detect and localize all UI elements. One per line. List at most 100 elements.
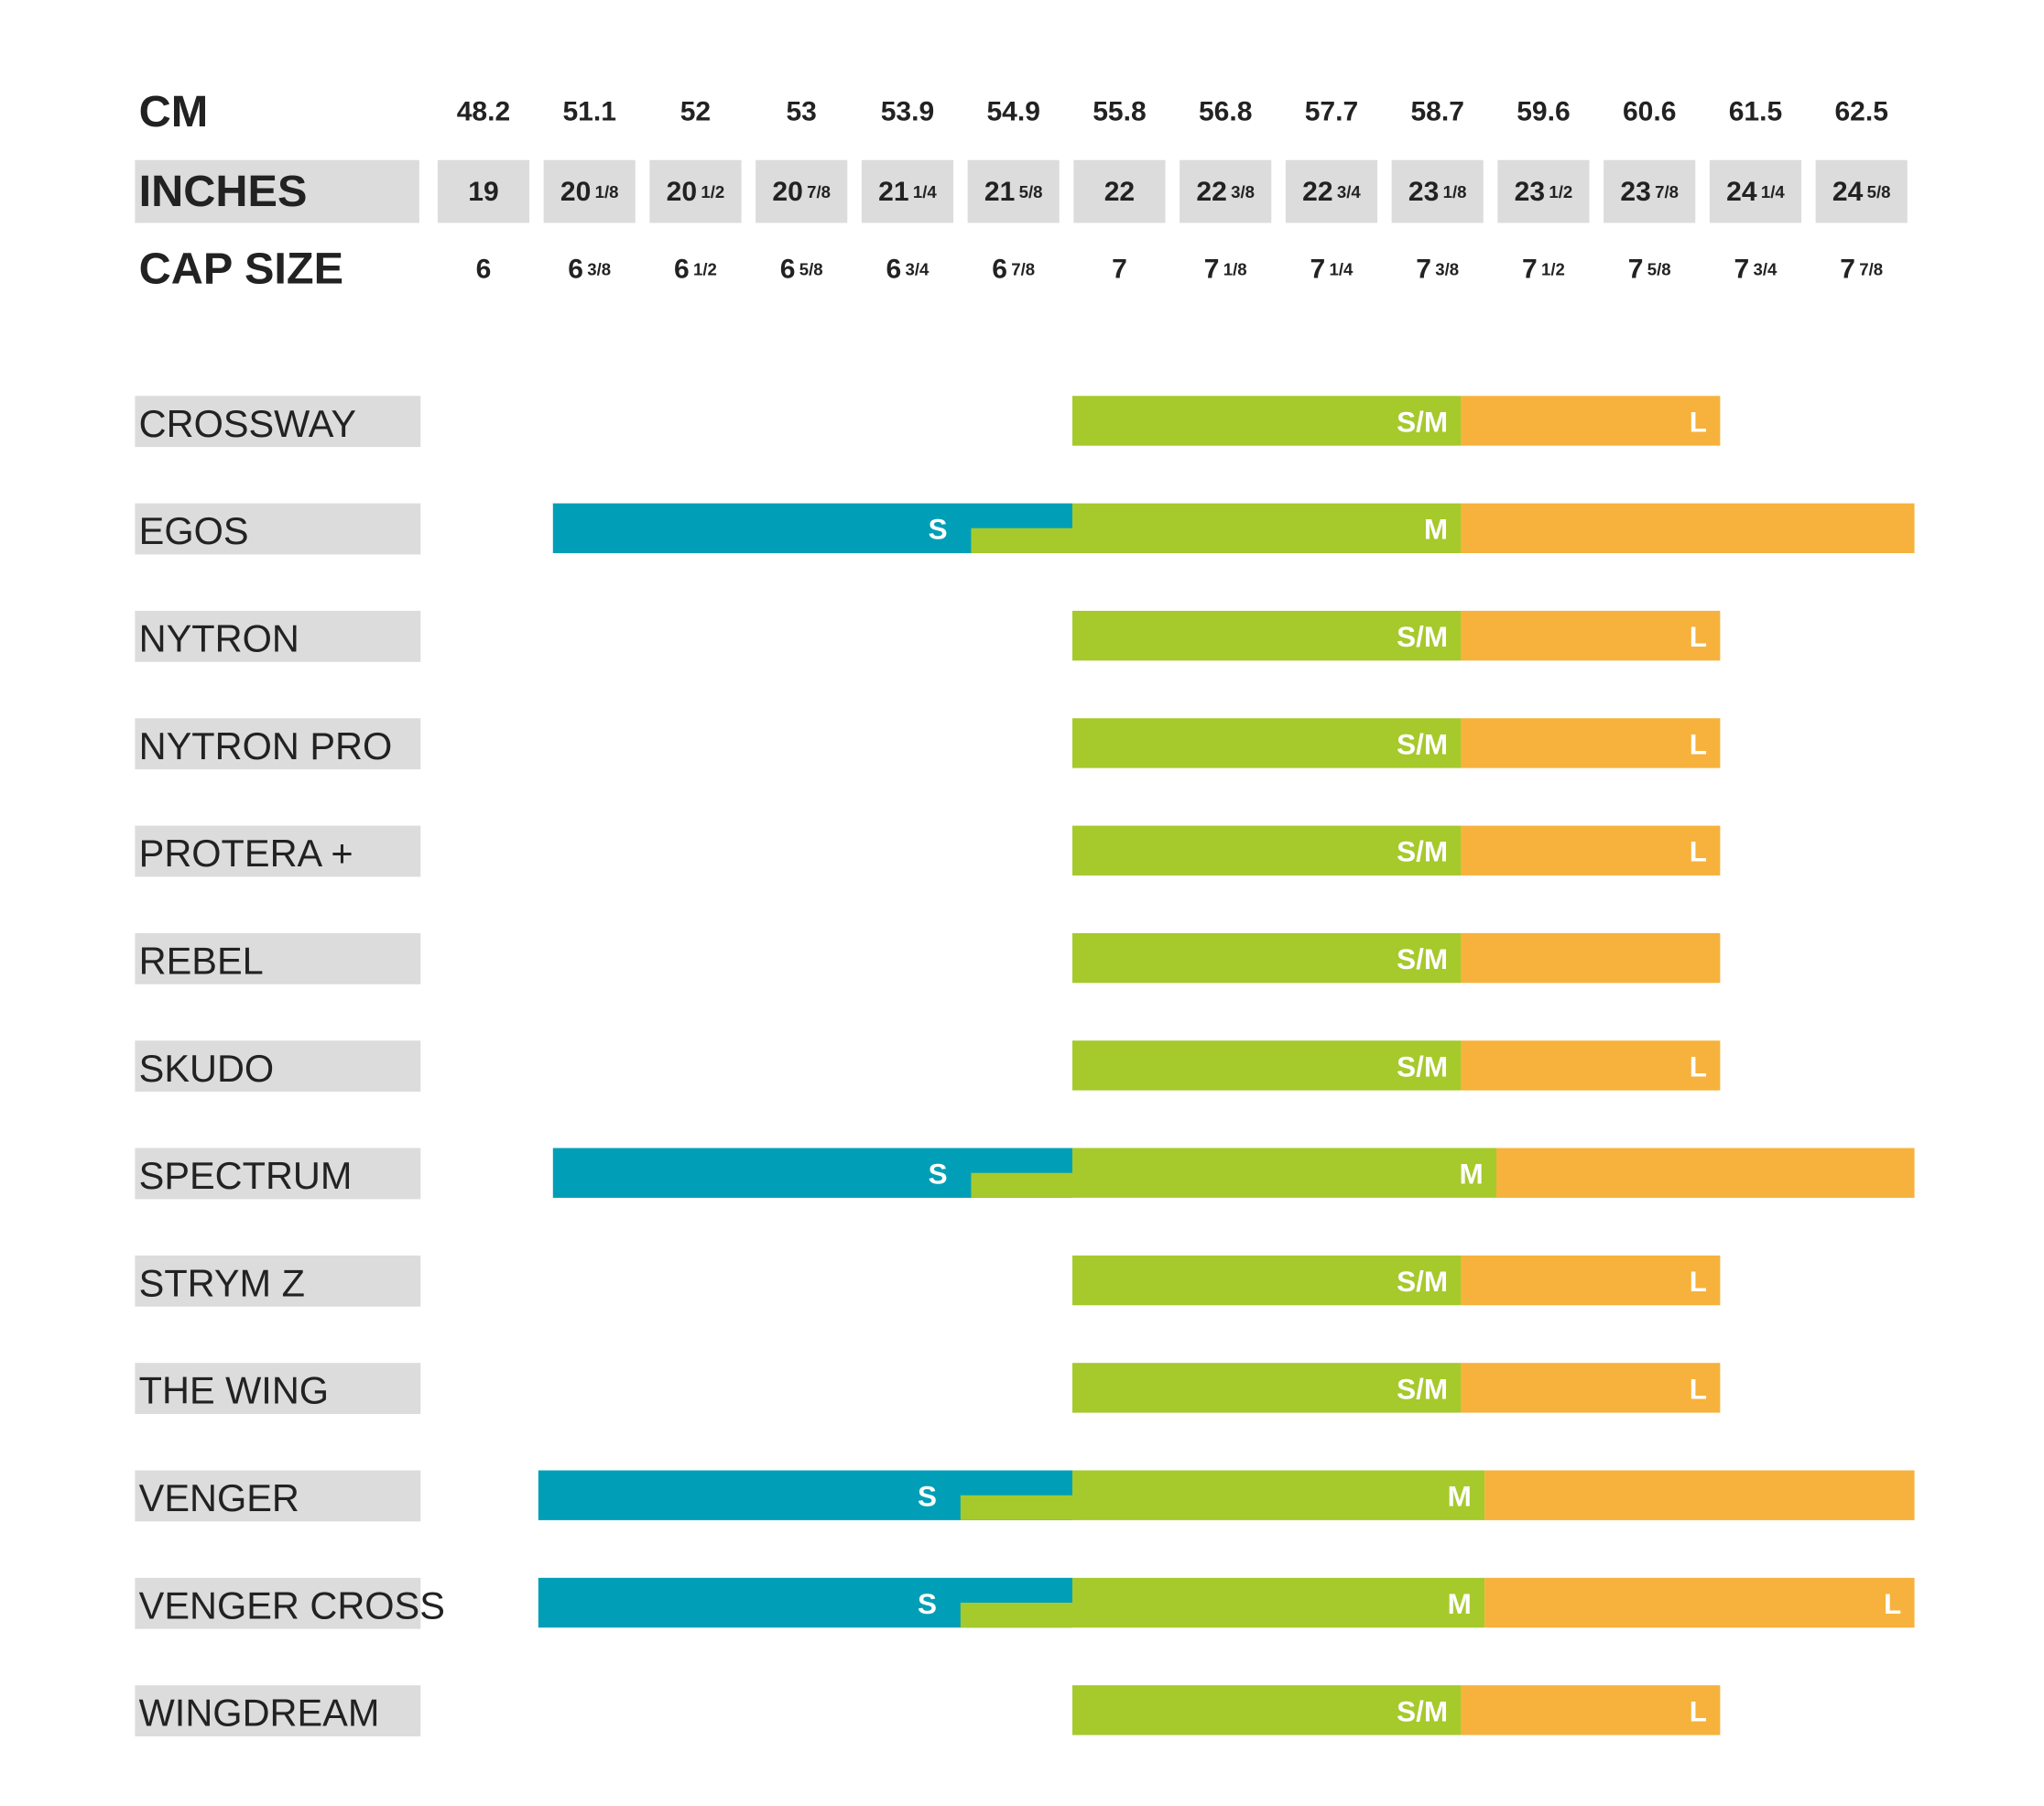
- cm-value: 51.1: [562, 96, 615, 126]
- size-label: L: [1690, 1050, 1707, 1083]
- value-box: [861, 159, 954, 223]
- whole: 7: [1522, 254, 1538, 284]
- fraction: 7/8: [1859, 259, 1883, 278]
- size-label: S/M: [1397, 1373, 1448, 1405]
- size-value: 24 1/4: [1726, 177, 1785, 207]
- cm-value: 54.9: [986, 96, 1039, 126]
- fraction: 5/8: [1867, 182, 1891, 201]
- whole: 6: [568, 254, 583, 284]
- fraction: 3/4: [906, 259, 930, 278]
- size-label: S: [918, 1588, 937, 1620]
- whole: 6: [992, 254, 1007, 284]
- cm-value: 57.7: [1305, 96, 1358, 126]
- size-label: S/M: [1397, 1050, 1448, 1083]
- size-bar: [1072, 825, 1462, 876]
- whole: 22: [1302, 177, 1332, 207]
- whole: 7: [1628, 254, 1644, 284]
- whole: 6: [674, 254, 690, 284]
- cm-value: 62.5: [1834, 96, 1887, 126]
- whole: 6: [476, 254, 492, 284]
- size-label: L: [1690, 1695, 1707, 1727]
- size-bar: [1461, 396, 1721, 446]
- size-value: 7 3/4: [1734, 254, 1778, 284]
- cm-value: 55.8: [1093, 96, 1146, 126]
- size-bar: [1072, 932, 1462, 984]
- size-bar: [1484, 1470, 1915, 1520]
- fraction: 1/8: [1223, 259, 1247, 278]
- size-value: 23 1/2: [1515, 177, 1573, 207]
- size-value: 7 1/4: [1310, 254, 1354, 284]
- cm-value: 48.2: [457, 96, 510, 126]
- size-bar: [1072, 718, 1462, 768]
- size-label: L: [1690, 728, 1707, 760]
- size-label: L: [1884, 1588, 1901, 1620]
- size-value: 6 3/8: [568, 254, 611, 284]
- size-label: M: [1448, 1481, 1472, 1513]
- whole: 23: [1408, 177, 1439, 207]
- fraction: 1/4: [1761, 182, 1786, 201]
- size-bar: [1072, 610, 1462, 661]
- product-name: PROTERA +: [139, 832, 353, 875]
- fraction: 3/8: [587, 259, 611, 278]
- size-label: L: [1690, 1266, 1707, 1298]
- size-value: 22 3/8: [1196, 177, 1255, 207]
- size-value: 7: [1112, 254, 1127, 284]
- fraction: 1/8: [1443, 182, 1467, 201]
- fraction: 1/2: [1549, 182, 1572, 201]
- size-value: 20 7/8: [772, 177, 831, 207]
- size-value: 22: [1104, 177, 1135, 207]
- product-name: EGOS: [139, 509, 249, 552]
- size-label: S: [918, 1481, 937, 1513]
- fraction: 1/2: [693, 259, 717, 278]
- label-box: [135, 396, 421, 448]
- whole: 20: [560, 177, 591, 207]
- label-box: [135, 932, 421, 985]
- size-bar: [1461, 1363, 1721, 1413]
- size-bar: [971, 1148, 1497, 1198]
- size-bar: [1461, 718, 1721, 768]
- size-value: 6 3/4: [886, 254, 930, 284]
- product-name: SPECTRUM: [139, 1154, 353, 1197]
- size-label: S/M: [1397, 621, 1448, 653]
- label-box: [135, 1040, 421, 1093]
- fraction: 1/8: [595, 182, 619, 201]
- value-box: [756, 159, 848, 223]
- size-label: S: [929, 1159, 948, 1191]
- product-name: THE WING: [139, 1369, 329, 1412]
- size-label: S/M: [1397, 836, 1448, 868]
- whole: 7: [1416, 254, 1431, 284]
- fraction: 3/8: [1435, 259, 1459, 278]
- cm-value: 61.5: [1729, 96, 1782, 126]
- size-bar: [1072, 1040, 1462, 1091]
- whole: 24: [1726, 177, 1757, 207]
- size-bar: [1072, 1685, 1462, 1735]
- size-value: 7 7/8: [1840, 254, 1883, 284]
- size-bar: [1461, 1255, 1721, 1306]
- size-bar: [1484, 1577, 1915, 1628]
- size-value: 20 1/2: [667, 177, 725, 207]
- size-label: L: [1690, 621, 1707, 653]
- value-box: [543, 159, 636, 223]
- size-value: 23 1/8: [1408, 177, 1467, 207]
- size-value: 7 5/8: [1628, 254, 1671, 284]
- product-name: WINGDREAM: [139, 1692, 380, 1735]
- size-value: 21 1/4: [878, 177, 937, 207]
- fraction: 3/4: [1337, 182, 1362, 201]
- label-box: [135, 159, 419, 223]
- value-box: [1073, 159, 1166, 223]
- size-value: 7 1/8: [1204, 254, 1247, 284]
- whole: 7: [1204, 254, 1220, 284]
- size-value: 24 5/8: [1832, 177, 1891, 207]
- whole: 21: [878, 177, 908, 207]
- value-box: [967, 159, 1060, 223]
- fraction: 7/8: [807, 182, 831, 201]
- size-value: 23 7/8: [1620, 177, 1679, 207]
- product-name: VENGER CROSS: [139, 1583, 445, 1626]
- value-box: [1709, 159, 1802, 223]
- cm-value: 59.6: [1517, 96, 1570, 126]
- size-label: S/M: [1397, 1266, 1448, 1298]
- size-label: S/M: [1397, 943, 1448, 975]
- cm-value: 52: [680, 96, 711, 126]
- label-box: [135, 1255, 421, 1307]
